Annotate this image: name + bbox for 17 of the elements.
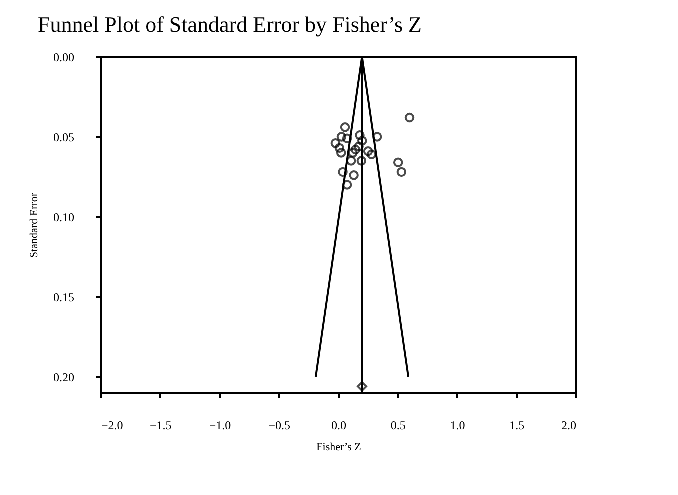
x-tick-label: −1.0 <box>209 418 232 432</box>
y-tick-label: 0.15 <box>54 290 74 304</box>
chart-title: Funnel Plot of Standard Error by Fisher’s Z <box>38 12 422 37</box>
x-tick-label: 0.0 <box>332 418 346 432</box>
x-tick-label: −2.0 <box>102 418 124 432</box>
x-tick-label: 1.5 <box>510 418 525 432</box>
x-tick-label: −0.5 <box>268 418 291 432</box>
y-tick-label: 0.00 <box>54 50 74 64</box>
y-tick-label: 0.05 <box>54 130 74 144</box>
x-axis-title: Fisher’s Z <box>316 442 362 454</box>
x-tick-label: 0.5 <box>390 418 406 432</box>
x-tick-label: 2.0 <box>562 418 576 432</box>
y-tick-label: 0.20 <box>54 370 74 384</box>
x-tick-label: 1.0 <box>450 418 466 432</box>
x-tick-label: −1.5 <box>150 418 172 432</box>
y-tick-label: 0.10 <box>54 210 74 224</box>
y-axis-title: Standard Error <box>28 192 40 258</box>
